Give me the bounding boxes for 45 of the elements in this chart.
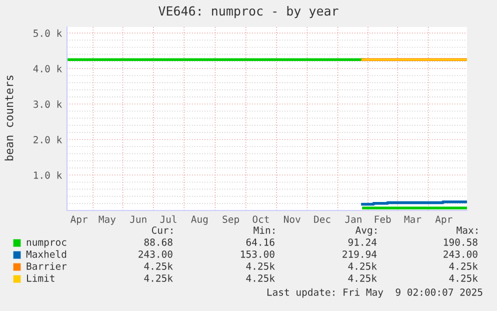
text: 4.25k bbox=[449, 262, 478, 270]
x-tick-label: Mar bbox=[404, 216, 422, 223]
x-tick-label: Sep bbox=[222, 216, 240, 225]
y-tick-label: 5.0 k bbox=[34, 29, 62, 37]
x-tick-label: Apr bbox=[70, 216, 88, 225]
legend-label: numproc bbox=[26, 240, 66, 248]
legend-label: Limit bbox=[27, 274, 54, 282]
text: 4.25k bbox=[348, 274, 377, 282]
text: 243.00 bbox=[444, 250, 478, 258]
text: Last update: Fri May 9 02:00:07 2025 bbox=[267, 288, 482, 298]
x-tick-label: Aug bbox=[191, 216, 208, 225]
x-tick-label: Jun bbox=[130, 216, 146, 223]
y-tick-label: 1.0 k bbox=[34, 171, 62, 179]
y-tick-label: 2.0 k bbox=[34, 136, 62, 144]
text: 243.00 bbox=[138, 250, 172, 258]
text: 4.25k bbox=[246, 274, 275, 282]
legend-label: Maxheld bbox=[26, 250, 66, 258]
text: Min: bbox=[254, 226, 274, 234]
chart-title: VE646: numproc - by year bbox=[158, 6, 338, 18]
x-tick-label: Jan bbox=[345, 216, 362, 223]
x-tick-label: Feb bbox=[374, 215, 391, 223]
legend-label: Barrier bbox=[26, 262, 67, 270]
text: 190.58 bbox=[444, 238, 478, 246]
text: 219.94 bbox=[342, 250, 377, 258]
text: Max: bbox=[456, 226, 478, 234]
y-tick-label: 4.0 k bbox=[33, 64, 62, 72]
x-tick-label: Jul bbox=[160, 215, 176, 223]
y-tick-label: 3.0 k bbox=[34, 100, 62, 108]
text: 4.25k bbox=[246, 262, 275, 270]
x-tick-label: Oct bbox=[252, 216, 269, 223]
text: 4.25k bbox=[144, 262, 173, 270]
text: Cur: bbox=[152, 226, 172, 234]
text: 4.25k bbox=[348, 262, 377, 270]
x-tick-label: May bbox=[98, 216, 116, 225]
y-axis-title: bean counters bbox=[4, 76, 14, 160]
text: 91.24 bbox=[348, 238, 377, 246]
text: 88.68 bbox=[144, 238, 172, 246]
x-tick-label: Dec bbox=[314, 216, 330, 223]
text: 4.25k bbox=[449, 274, 478, 282]
text: 4.25k bbox=[144, 274, 173, 282]
x-tick-label: Apr bbox=[435, 216, 452, 225]
text: 153.00 bbox=[241, 250, 274, 258]
x-tick-label: Nov bbox=[284, 216, 300, 223]
text: Avg: bbox=[355, 226, 376, 236]
text: 64.16 bbox=[246, 238, 274, 246]
